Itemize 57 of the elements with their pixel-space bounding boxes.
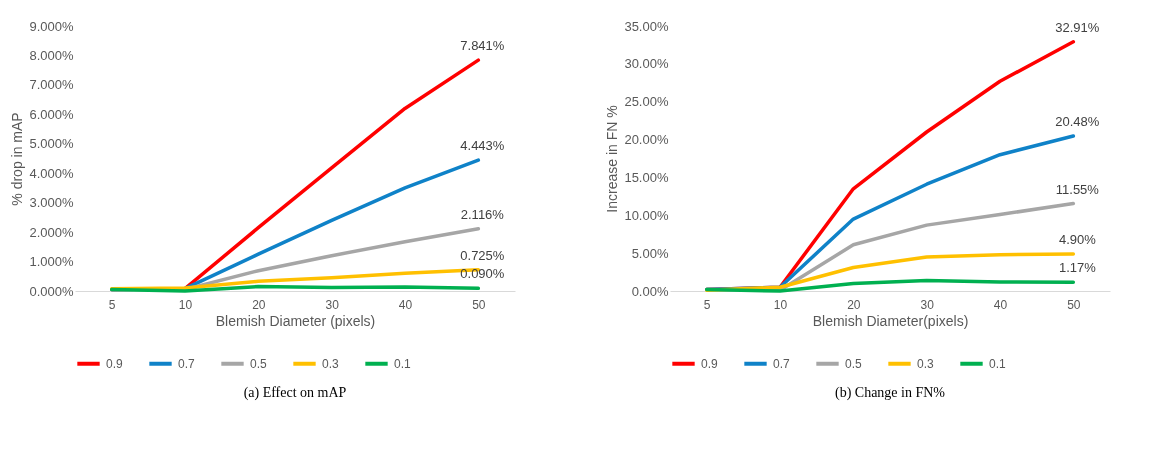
x-axis-title: Blemish Diameter(pixels) (812, 312, 969, 329)
x-tick-label: 5 (703, 297, 711, 312)
x-tick-label: 10 (178, 297, 193, 312)
y-tick-label: 8.000% (29, 47, 74, 63)
x-tick-label: 5 (108, 297, 116, 312)
x-tick-label: 50 (1067, 297, 1081, 312)
y-tick-label: 10.00% (624, 207, 669, 223)
y-tick-label: 3.000% (29, 195, 74, 211)
x-axis-title: Blemish Diameter (pixels) (215, 312, 376, 329)
data-label: 2.116% (460, 206, 505, 222)
data-label: 20.48% (1055, 113, 1100, 129)
y-tick-label: 7.000% (29, 77, 74, 93)
y-axis-title: Increase in FN % (604, 105, 621, 213)
y-tick-label: 15.00% (624, 169, 669, 185)
data-label: 4.90% (1058, 231, 1097, 247)
data-label: 11.55% (1055, 181, 1100, 197)
data-label: 0.725% (460, 247, 505, 263)
x-tick-label: 30 (920, 297, 935, 312)
legend-label: 0.1 (394, 356, 412, 371)
legend-label: 0.7 (178, 356, 196, 371)
x-tick-label: 20 (252, 297, 266, 312)
y-tick-label: 5.000% (29, 136, 74, 152)
y-tick-label: 35.00% (624, 18, 669, 34)
legend-label: 0.9 (701, 356, 719, 371)
y-tick-label: 9.000% (29, 18, 74, 34)
x-tick-label: 40 (993, 297, 1008, 312)
y-tick-label: 0.00% (631, 283, 669, 299)
text: (a) Effect on mAP (243, 385, 347, 401)
data-label: 1.17% (1058, 260, 1097, 276)
legend-label: 0.3 (322, 356, 340, 371)
legend-label: 0.1 (989, 356, 1007, 371)
x-tick-label: 40 (398, 297, 413, 312)
x-tick-label: 30 (325, 297, 340, 312)
x-tick-label: 50 (472, 297, 486, 312)
y-tick-label: 1.000% (29, 254, 74, 270)
legend-label: 0.5 (845, 356, 863, 371)
x-tick-label: 20 (847, 297, 861, 312)
data-label: 4.443% (460, 138, 505, 154)
line-series (704, 278, 1076, 293)
legend-label: 0.5 (250, 356, 268, 371)
legend-label: 0.9 (106, 356, 124, 371)
y-tick-label: 30.00% (624, 56, 669, 72)
y-axis-title: % drop in mAP (9, 112, 26, 206)
data-label: 0.090% (460, 266, 505, 282)
data-label: 7.841% (460, 38, 505, 54)
x-tick-label: 10 (773, 297, 788, 312)
y-tick-label: 0.000% (29, 283, 74, 299)
y-tick-label: 5.00% (631, 245, 669, 261)
y-tick-label: 20.00% (624, 132, 669, 148)
y-tick-label: 6.000% (29, 106, 74, 122)
y-tick-label: 25.00% (624, 94, 669, 110)
legend-label: 0.3 (917, 356, 935, 371)
data-label: 32.91% (1055, 19, 1100, 35)
y-tick-label: 4.000% (29, 165, 74, 181)
text: (b) Change in FN% (834, 385, 946, 401)
y-tick-label: 2.000% (29, 224, 74, 240)
legend-label: 0.7 (773, 356, 791, 371)
